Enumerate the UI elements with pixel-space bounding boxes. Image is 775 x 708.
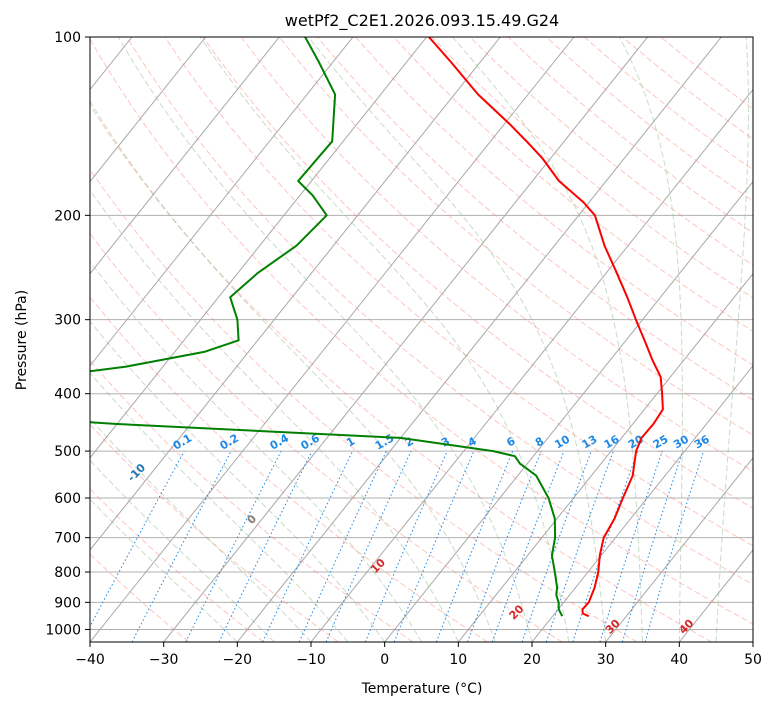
isotherm-line xyxy=(90,37,280,275)
mixing-ratio-line xyxy=(393,450,475,642)
x-tick-label: 30 xyxy=(597,652,615,668)
dry-adiabat-line xyxy=(90,104,712,642)
x-tick-label: −30 xyxy=(149,652,179,668)
y-tick-label: 800 xyxy=(54,565,81,581)
dry-adiabat-line xyxy=(90,296,488,642)
moist-adiabat-line xyxy=(618,37,683,642)
plot-frame xyxy=(89,36,754,643)
isotherm-line xyxy=(90,37,501,551)
x-axis-ticks: −40 −30 −20 −10 0 10 20 30 40 50 xyxy=(75,642,762,668)
moist-adiabat-line xyxy=(308,37,607,642)
isotherm-line xyxy=(310,88,753,642)
plot-area: -100-90-80-70-60-50-40-30-20-10010203040… xyxy=(90,37,753,642)
moist-adiabat-line xyxy=(90,320,386,642)
y-tick-label: 400 xyxy=(54,387,81,403)
dry-adiabat-line xyxy=(202,37,753,509)
isotherm-line xyxy=(531,364,753,642)
dry-adiabat-line xyxy=(90,232,563,642)
isotherm-line xyxy=(384,180,753,642)
y-tick-label: 700 xyxy=(54,531,81,547)
mixing-ratio-line xyxy=(599,450,663,642)
dry-adiabat-line xyxy=(393,37,753,332)
isotherm-line xyxy=(90,37,354,367)
y-tick-label: 100 xyxy=(54,30,81,46)
mixing-ratio-line xyxy=(325,450,412,642)
x-tick-label: −10 xyxy=(296,652,326,668)
y-tick-label: 900 xyxy=(54,595,81,611)
moist-adiabat-line xyxy=(90,417,312,642)
mixing-ratio-line xyxy=(364,450,448,642)
mixing-ratio-line xyxy=(644,450,705,642)
x-tick-label: 50 xyxy=(744,652,762,668)
isotherm-line xyxy=(90,37,207,183)
isotherm-line xyxy=(163,37,649,642)
isotherm-lines xyxy=(90,37,753,642)
y-tick-label: 200 xyxy=(54,208,81,224)
x-axis-label: Temperature (°C) xyxy=(361,681,483,697)
dry-adiabat-line xyxy=(164,37,753,547)
dry-adiabat-line xyxy=(90,488,264,642)
moist-adiabat-lines xyxy=(90,37,749,642)
x-tick-label: 0 xyxy=(380,652,389,668)
dry-adiabat-lines xyxy=(90,37,753,642)
y-tick-label: 300 xyxy=(54,313,81,329)
x-tick-label: −40 xyxy=(75,652,105,668)
moist-adiabat-line xyxy=(90,260,422,642)
y-tick-label: 500 xyxy=(54,444,81,460)
moist-adiabat-line xyxy=(452,37,643,642)
isotherm-line xyxy=(236,37,722,642)
chart-title: wetPf2_C2E1.2026.093.15.49.G24 xyxy=(285,11,559,31)
y-tick-label: 1000 xyxy=(45,622,81,638)
temperature-profile-line xyxy=(428,37,664,618)
x-tick-label: 10 xyxy=(449,652,467,668)
isotherm-line xyxy=(457,272,753,642)
mixing-ratio-line xyxy=(467,450,542,642)
mixing-ratio-line xyxy=(572,450,639,642)
dry-adiabat-line xyxy=(90,38,753,625)
dry-adiabat-line xyxy=(90,359,414,642)
dry-adiabat-line xyxy=(278,37,753,436)
isotherm-line xyxy=(90,37,428,459)
moist-adiabat-line xyxy=(715,37,749,642)
dry-adiabat-line xyxy=(317,37,753,401)
mixing-ratio-line xyxy=(90,450,185,628)
moist-adiabat-line xyxy=(90,459,275,642)
y-axis-ticks: 100 200 300 400 500 600 700 800 900 1000 xyxy=(45,30,90,638)
moist-adiabat-line xyxy=(117,37,533,642)
y-axis-label: Pressure (hPa) xyxy=(14,290,30,390)
mixing-ratio-line xyxy=(521,450,592,642)
sounding-profiles xyxy=(90,37,664,618)
mixing-ratio-line xyxy=(621,450,684,642)
x-tick-label: 40 xyxy=(670,652,688,668)
dry-adiabat-line xyxy=(90,553,190,642)
mixing-ratio-line xyxy=(545,450,614,642)
dry-adiabat-line xyxy=(126,37,753,586)
isotherm-line xyxy=(605,457,753,642)
mixing-ratio-lines xyxy=(90,450,705,642)
dry-adiabat-line xyxy=(90,423,339,642)
moist-adiabat-line xyxy=(90,189,459,642)
x-tick-label: −20 xyxy=(223,652,253,668)
dry-adiabat-line xyxy=(90,168,638,642)
x-tick-label: 20 xyxy=(523,652,541,668)
y-tick-label: 600 xyxy=(54,491,81,507)
mixing-ratio-line xyxy=(435,450,514,642)
dewpoint-profile-line xyxy=(90,37,564,617)
moist-adiabat-line xyxy=(90,372,349,642)
mixing-ratio-line xyxy=(185,450,282,642)
moist-adiabat-line xyxy=(90,100,496,642)
